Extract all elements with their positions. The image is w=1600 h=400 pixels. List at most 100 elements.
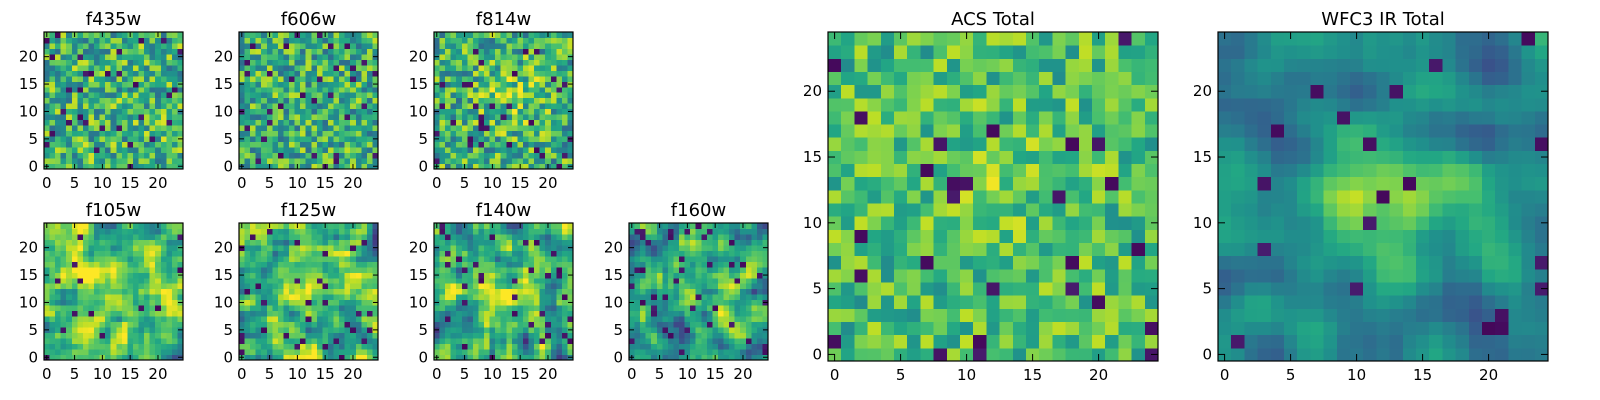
heatmap-cell (94, 316, 101, 323)
heatmap-cell (729, 272, 736, 279)
heatmap-cell (355, 250, 362, 257)
heatmap-cell (751, 343, 758, 350)
heatmap-cell (695, 327, 702, 334)
heatmap-cell (1092, 268, 1106, 283)
heatmap-cell (545, 130, 552, 137)
heatmap-cell (445, 37, 452, 44)
heatmap-cell (545, 305, 552, 312)
heatmap-cell (266, 233, 273, 240)
heatmap-cell (701, 343, 708, 350)
heatmap-cell (500, 321, 507, 328)
heatmap-cell (740, 321, 747, 328)
heatmap-cell (712, 338, 719, 345)
heatmap-cell (272, 114, 279, 121)
heatmap-cell (461, 305, 468, 312)
heatmap-cell (344, 32, 351, 38)
heatmap-cell (49, 152, 56, 159)
heatmap-cell (250, 75, 257, 82)
heatmap-cell (361, 266, 368, 273)
heatmap-cell (450, 266, 457, 273)
heatmap-cell (484, 48, 491, 55)
heatmap-cell (679, 321, 686, 328)
heatmap-cell (55, 343, 62, 350)
heatmap-cell (706, 233, 713, 240)
heatmap-cell (160, 332, 167, 339)
heatmap-cell (177, 37, 184, 44)
heatmap-cell (266, 141, 273, 148)
heatmap-cell (662, 272, 669, 279)
heatmap-cell (495, 119, 502, 126)
heatmap-cell (60, 288, 67, 295)
heatmap-cell (138, 233, 145, 240)
heatmap-cell (461, 294, 468, 301)
heatmap-cell (511, 152, 518, 159)
heatmap-cell (77, 86, 84, 93)
heatmap-cell (333, 59, 340, 66)
heatmap-cell (960, 282, 974, 296)
heatmap-cell (160, 59, 167, 66)
heatmap-cell (439, 294, 446, 301)
heatmap-cell (77, 343, 84, 350)
heatmap-cell (556, 136, 563, 143)
heatmap-cell (88, 244, 95, 251)
heatmap-cell (339, 310, 346, 317)
heatmap-cell (49, 294, 56, 301)
x-tick-label: 15 (511, 365, 530, 383)
heatmap-cell (138, 310, 145, 317)
heatmap-cell (327, 42, 334, 49)
heatmap-cell (121, 32, 128, 38)
heatmap-cell (522, 283, 529, 290)
heatmap-cell (55, 283, 62, 290)
heatmap-cell (261, 321, 268, 328)
heatmap-cell (894, 203, 908, 217)
heatmap-cell (495, 261, 502, 268)
heatmap-cell (344, 103, 351, 110)
heatmap-cell (138, 250, 145, 257)
heatmap-cell (690, 239, 697, 246)
heatmap-cell (166, 310, 173, 317)
heatmap-cell (171, 305, 178, 312)
heatmap-cell (144, 343, 151, 350)
heatmap-cell (305, 64, 312, 71)
heatmap-cell (511, 228, 518, 235)
heatmap-cell (138, 97, 145, 104)
heatmap-cell (456, 228, 463, 235)
heatmap-cell (105, 64, 112, 71)
heatmap-cell (155, 228, 162, 235)
heatmap-cell (322, 130, 329, 137)
x-tick-label: 10 (93, 174, 112, 192)
heatmap-cell (634, 310, 641, 317)
heatmap-cell (82, 163, 89, 170)
heatmap-cell (729, 266, 736, 273)
heatmap-cell (355, 299, 362, 306)
heatmap-cell (556, 294, 563, 301)
heatmap-cell (49, 343, 56, 350)
heatmap-cell (489, 316, 496, 323)
heatmap-cell (712, 294, 719, 301)
heatmap-cell (316, 255, 323, 262)
heatmap-cell (171, 310, 178, 317)
heatmap-cell (138, 114, 145, 121)
heatmap-cell (556, 37, 563, 44)
heatmap-cell (171, 70, 178, 77)
heatmap-cell (701, 255, 708, 262)
heatmap-cell (149, 75, 156, 82)
heatmap-cell (528, 266, 535, 273)
heatmap-cell (539, 261, 546, 268)
heatmap-cell (456, 244, 463, 251)
heatmap-cell (261, 97, 268, 104)
heatmap-cell (116, 86, 123, 93)
heatmap-cell (756, 288, 763, 295)
heatmap-cell (311, 37, 318, 44)
heatmap-cell (82, 64, 89, 71)
heatmap-cell (294, 152, 301, 159)
heatmap-cell (355, 327, 362, 334)
heatmap-cell (667, 223, 674, 229)
heatmap-cell (171, 48, 178, 55)
heatmap-cell (489, 130, 496, 137)
heatmap-cell (255, 338, 262, 345)
heatmap-cell (467, 152, 474, 159)
heatmap-cell (1092, 282, 1106, 296)
heatmap-cell (71, 136, 78, 143)
heatmap-cell (166, 283, 173, 290)
